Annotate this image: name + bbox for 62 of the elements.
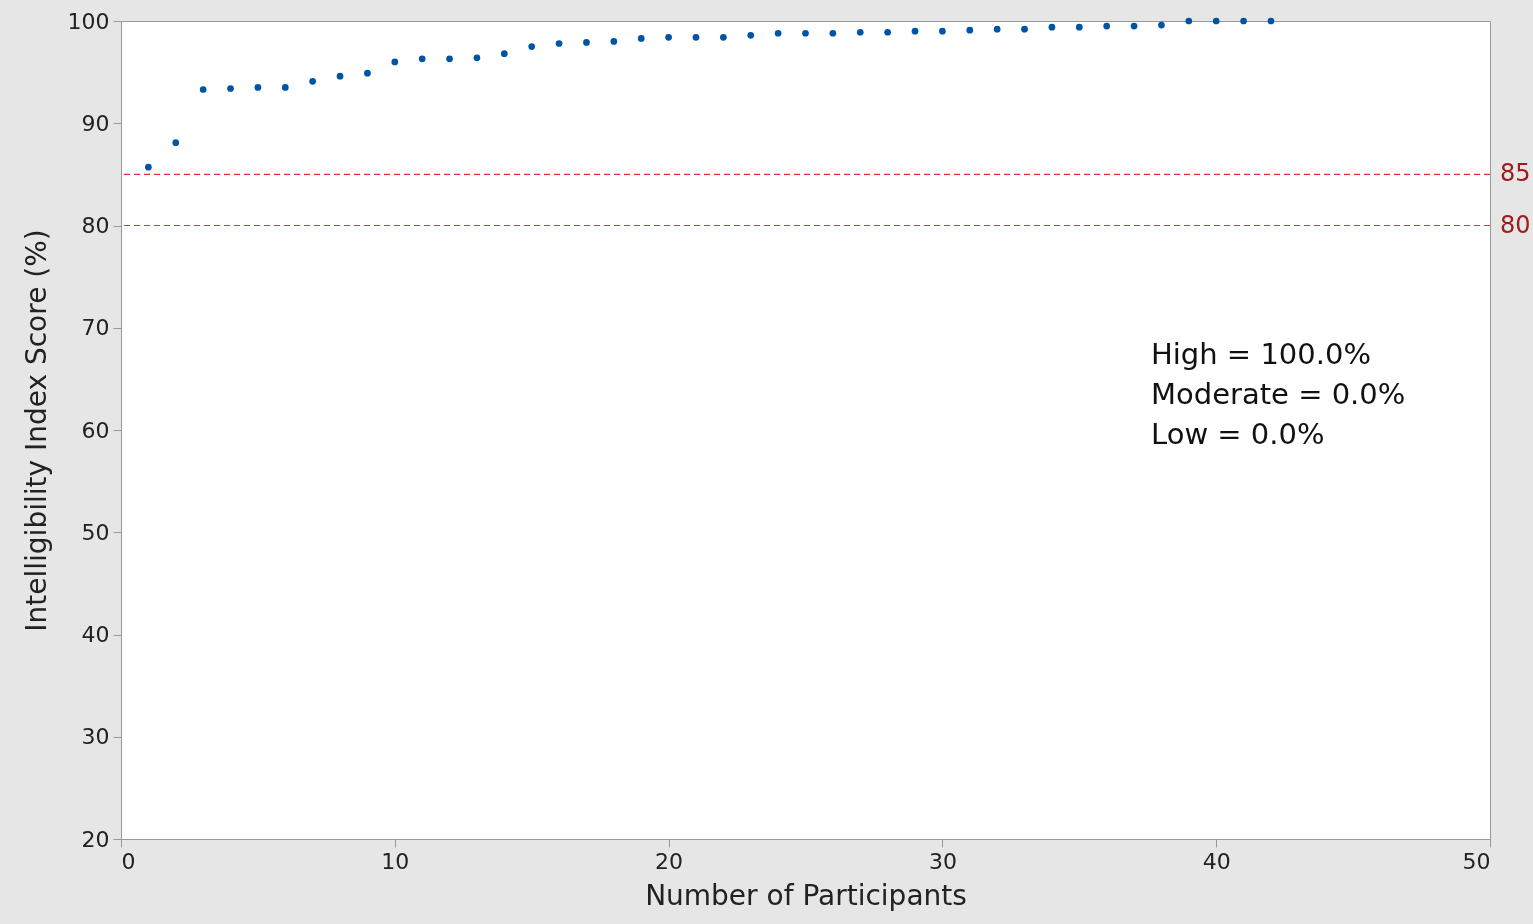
point — [829, 29, 837, 37]
point — [1240, 17, 1247, 25]
point — [473, 54, 481, 62]
ref-line-label: 80 — [1500, 210, 1531, 239]
y-axis-title: Intelligibility Index Score (%) — [19, 229, 53, 632]
point — [665, 34, 672, 41]
x-tick-label: 0 — [121, 848, 136, 874]
point — [774, 29, 782, 37]
point — [583, 39, 590, 46]
point — [802, 29, 809, 37]
point — [446, 55, 453, 63]
point — [1130, 22, 1138, 30]
x-tick-label: 30 — [928, 848, 957, 874]
point — [500, 50, 508, 58]
point — [610, 38, 618, 45]
point — [227, 85, 234, 92]
x-tick-label: 50 — [1462, 848, 1491, 874]
ref-line-label: 85 — [1500, 159, 1531, 188]
x-tick-label: 40 — [1202, 848, 1231, 874]
point — [747, 31, 755, 39]
point — [1021, 25, 1028, 33]
point — [528, 43, 536, 50]
y-tick-label: 80 — [81, 213, 110, 238]
point — [1185, 17, 1193, 25]
point — [1158, 21, 1165, 29]
point — [172, 139, 180, 147]
y-tick-label: 60 — [81, 417, 110, 443]
point — [364, 69, 371, 77]
y-tick-label: 20 — [81, 826, 110, 852]
y-tick-label: 50 — [81, 519, 110, 545]
point — [281, 84, 289, 91]
x-axis-title: Number of Participants — [645, 878, 967, 912]
point — [637, 35, 645, 42]
x-tick-label: 20 — [655, 848, 684, 874]
point — [966, 26, 974, 34]
point — [1267, 17, 1275, 25]
annotation: High = 100.0% Moderate = 0.0% Low = 0.0% — [1151, 337, 1406, 451]
point — [391, 58, 399, 66]
point — [555, 40, 563, 47]
point — [309, 77, 317, 85]
point — [254, 84, 262, 91]
point — [911, 27, 919, 35]
y-tick-label: 70 — [81, 315, 110, 341]
point — [720, 34, 727, 41]
point — [418, 55, 426, 63]
y-tick-label: 90 — [81, 110, 110, 136]
x-tick-label: 10 — [381, 848, 410, 874]
point — [993, 25, 1001, 33]
point — [939, 27, 946, 35]
point — [692, 34, 700, 41]
point — [336, 72, 344, 80]
point — [884, 28, 891, 36]
point — [199, 86, 207, 93]
point — [1075, 23, 1083, 31]
point — [1048, 23, 1056, 31]
point — [1103, 22, 1111, 30]
point — [856, 28, 864, 36]
y-tick-label: 40 — [81, 622, 110, 647]
point — [1212, 17, 1220, 25]
point — [145, 163, 152, 171]
y-tick-label: 30 — [81, 724, 110, 750]
y-tick-label: 100 — [67, 8, 110, 34]
